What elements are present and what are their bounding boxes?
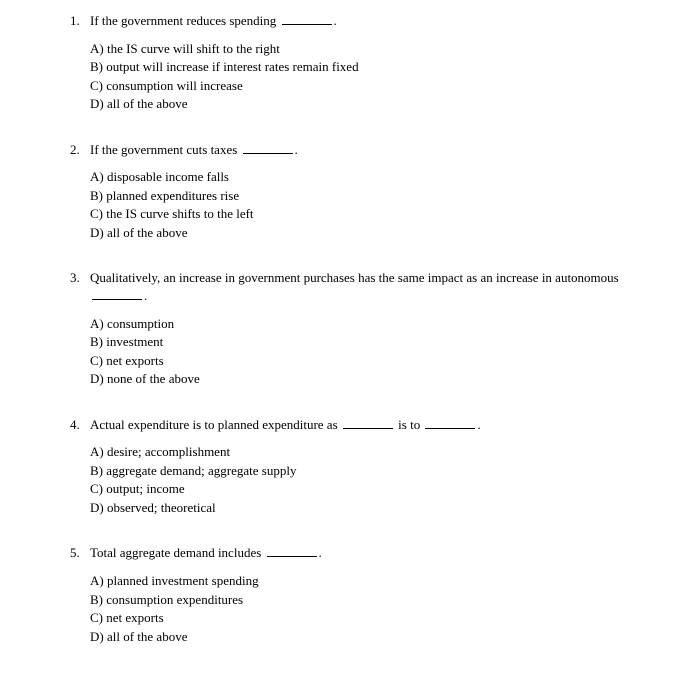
option-d: D) none of the above (90, 370, 620, 388)
question-2: 2. If the government cuts taxes . A) dis… (70, 141, 620, 242)
options-list: A) consumption B) investment C) net expo… (90, 315, 620, 388)
stem-pre: Qualitatively, an increase in government… (90, 270, 619, 285)
question-number: 4. (70, 416, 90, 434)
option-c: C) consumption will increase (90, 77, 620, 95)
option-a: A) the IS curve will shift to the right (90, 40, 620, 58)
stem-pre: Actual expenditure is to planned expendi… (90, 417, 341, 432)
question-stem: 2. If the government cuts taxes . (70, 141, 620, 159)
option-c: C) net exports (90, 609, 620, 627)
options-list: A) the IS curve will shift to the right … (90, 40, 620, 113)
question-1: 1. If the government reduces spending . … (70, 12, 620, 113)
question-3: 3. Qualitatively, an increase in governm… (70, 269, 620, 387)
option-b: B) planned expenditures rise (90, 187, 620, 205)
blank (267, 546, 317, 558)
option-a: A) consumption (90, 315, 620, 333)
stem-pre: If the government reduces spending (90, 13, 280, 28)
option-d: D) all of the above (90, 95, 620, 113)
stem-post: . (144, 288, 147, 303)
blank (243, 142, 293, 154)
question-text: Qualitatively, an increase in government… (90, 269, 620, 304)
stem-post: . (295, 142, 298, 157)
options-list: A) desire; accomplishment B) aggregate d… (90, 443, 620, 516)
stem-pre: If the government cuts taxes (90, 142, 241, 157)
question-text: If the government cuts taxes . (90, 141, 620, 159)
option-c: C) output; income (90, 480, 620, 498)
option-a: A) planned investment spending (90, 572, 620, 590)
question-stem: 1. If the government reduces spending . (70, 12, 620, 30)
question-text: If the government reduces spending . (90, 12, 620, 30)
stem-post: . (334, 13, 337, 28)
options-list: A) disposable income falls B) planned ex… (90, 168, 620, 241)
option-b: B) aggregate demand; aggregate supply (90, 462, 620, 480)
question-5: 5. Total aggregate demand includes . A) … (70, 544, 620, 645)
option-d: D) all of the above (90, 628, 620, 646)
option-b: B) output will increase if interest rate… (90, 58, 620, 76)
option-d: D) observed; theoretical (90, 499, 620, 517)
question-number: 3. (70, 269, 90, 287)
blank (282, 13, 332, 25)
question-stem: 4. Actual expenditure is to planned expe… (70, 416, 620, 434)
question-number: 1. (70, 12, 90, 30)
question-text: Actual expenditure is to planned expendi… (90, 416, 620, 434)
question-stem: 5. Total aggregate demand includes . (70, 544, 620, 562)
option-b: B) investment (90, 333, 620, 351)
question-text: Total aggregate demand includes . (90, 544, 620, 562)
option-c: C) net exports (90, 352, 620, 370)
question-number: 2. (70, 141, 90, 159)
option-d: D) all of the above (90, 224, 620, 242)
blank (343, 417, 393, 429)
options-list: A) planned investment spending B) consum… (90, 572, 620, 645)
blank (92, 288, 142, 300)
option-b: B) consumption expenditures (90, 591, 620, 609)
question-stem: 3. Qualitatively, an increase in governm… (70, 269, 620, 304)
question-number: 5. (70, 544, 90, 562)
blank (425, 417, 475, 429)
stem-post: . (477, 417, 480, 432)
stem-post: . (319, 545, 322, 560)
option-a: A) disposable income falls (90, 168, 620, 186)
stem-mid: is to (395, 417, 424, 432)
option-a: A) desire; accomplishment (90, 443, 620, 461)
question-4: 4. Actual expenditure is to planned expe… (70, 416, 620, 517)
option-c: C) the IS curve shifts to the left (90, 205, 620, 223)
stem-pre: Total aggregate demand includes (90, 545, 265, 560)
